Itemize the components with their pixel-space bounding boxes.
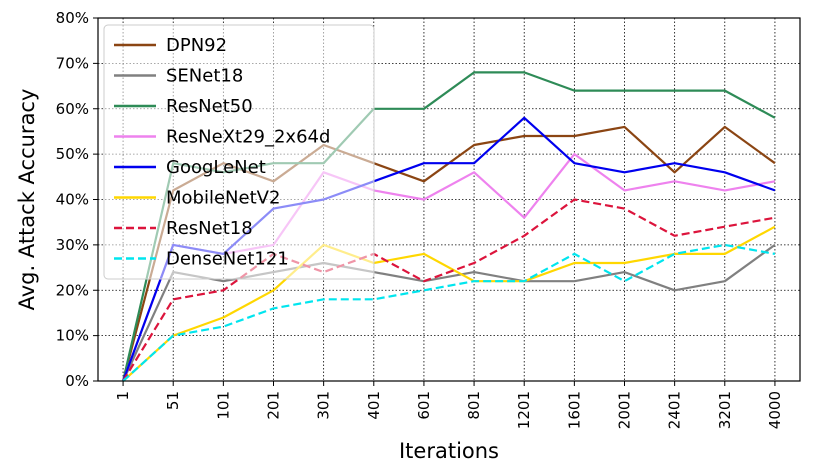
y-tick-label: 40% <box>56 191 89 209</box>
legend-label: SENet18 <box>166 66 243 87</box>
legend: DPN92 SENet18 ResNet50 ResNeXt29_2x64d GoogL… <box>103 24 375 280</box>
x-tick-label: 2001 <box>616 391 634 429</box>
x-tick-label: 401 <box>365 391 383 420</box>
x-tick-label: 201 <box>265 391 283 420</box>
x-tick-label: 51 <box>164 391 182 410</box>
x-tick-label: 1201 <box>515 391 533 429</box>
x-tick-label: 801 <box>465 391 483 420</box>
y-tick-label: 60% <box>56 100 89 118</box>
x-tick-label: 301 <box>315 391 333 420</box>
x-axis-label: Iterations <box>399 439 499 463</box>
y-axis-label: Avg. Attack Accuracy <box>15 89 39 311</box>
x-tick-label: 601 <box>415 391 433 420</box>
series-line-mobilenetv2 <box>122 225 776 382</box>
legend-label: DPN92 <box>166 35 227 56</box>
series-line-resnet18 <box>122 198 776 382</box>
y-tick-label: 30% <box>56 236 89 254</box>
x-tick-label: 101 <box>214 391 232 420</box>
y-tick-label: 50% <box>56 145 89 163</box>
y-tick-label: 10% <box>56 327 89 345</box>
legend-label: ResNet18 <box>166 218 253 239</box>
y-tick-label: 70% <box>56 54 89 72</box>
legend-label: ResNeXt29_2x64d <box>166 127 330 148</box>
x-tick-label: 1 <box>114 391 132 401</box>
x-tick-label: 2401 <box>666 391 684 429</box>
legend-box <box>103 24 375 280</box>
y-tick-label: 0% <box>65 372 89 390</box>
y-tick-label: 80% <box>56 9 89 27</box>
x-tick-label: 4000 <box>766 391 784 429</box>
legend-label: GoogLeNet <box>166 157 266 178</box>
x-tick-label: 3201 <box>716 391 734 429</box>
series-line-senet18 <box>122 244 776 382</box>
legend-label: ResNet50 <box>166 96 253 117</box>
legend-label: DenseNet121 <box>166 249 289 270</box>
legend-label: MobileNetV2 <box>166 188 280 209</box>
x-axis-ticks: 1 51 101 201 301 401 601 801 1201 1601 2001 2401 320… <box>114 381 784 429</box>
y-tick-label: 20% <box>56 281 89 299</box>
x-tick-label: 1601 <box>565 391 583 429</box>
series-line-densenet121 <box>122 243 776 382</box>
y-axis-ticks: 0% 10% 20% 30% 40% 50% 60% 70% 80% <box>56 9 98 390</box>
